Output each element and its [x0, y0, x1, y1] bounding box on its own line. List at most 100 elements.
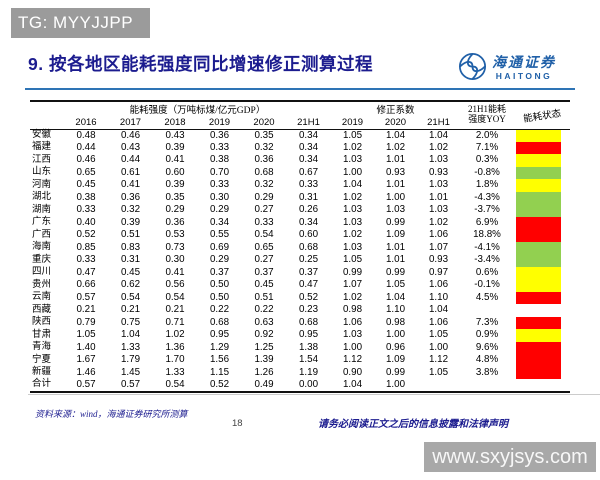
value-cell: 0.98: [385, 316, 406, 328]
value-cell: 0.38: [209, 154, 230, 166]
value-cell: 0.52: [209, 378, 230, 390]
value-cell: 0.21: [120, 304, 141, 316]
region-label: 甘肃: [32, 329, 52, 340]
yoy-cell: 0.9%: [475, 329, 499, 341]
value-cell: 0.48: [76, 129, 96, 141]
value-cell: 0.68: [298, 316, 319, 328]
disclaimer-text: 请务必阅读正文之后的信息披露和法律声明: [318, 419, 508, 430]
value-cell: 1.00: [342, 166, 363, 178]
haitong-logo-icon: [458, 52, 487, 81]
value-cell: 0.66: [76, 279, 96, 291]
status-swatch-yellow: [516, 266, 561, 279]
status-cell: [514, 266, 570, 279]
value-cell: 1.67: [76, 354, 96, 366]
region-label: 西藏: [32, 304, 52, 315]
value-cell: 0.36: [120, 191, 141, 203]
value-cell: 0.37: [254, 266, 274, 278]
region-label: 海南: [32, 242, 52, 252]
status-cell: [514, 179, 570, 192]
value-cell: 0.57: [120, 378, 141, 390]
value-cell: 0.99: [342, 266, 363, 278]
value-cell: 0.70: [209, 166, 230, 178]
energy-intensity-table: 能耗强度（万吨标煤/亿元GDP） 修正系数 21H1能耗 强度YOY 能耗状态 …: [30, 100, 570, 393]
value-cell: 1.29: [209, 341, 230, 353]
table-row: 四川 0.47 0.45 0.41 0.37 0.37 0.37 0.99 0.99 0.97 0.…: [30, 266, 570, 279]
value-cell: 1.09: [385, 229, 406, 241]
value-cell: 1.54: [298, 354, 319, 366]
value-cell: 1.02: [342, 229, 363, 241]
value-cell: 1.25: [254, 341, 274, 353]
table-year-header-row: 2016 2017 2018 2019 2020 21H1 2019 2020 …: [30, 116, 570, 130]
region-label: 湖南: [32, 204, 52, 215]
value-cell: 0.29: [254, 191, 274, 203]
value-cell: 0.37: [298, 266, 319, 278]
status-swatch-green: [516, 191, 561, 204]
status-swatch-yellow: [516, 279, 561, 292]
yoy-cell: 0.3%: [475, 154, 499, 166]
value-cell: 0.31: [298, 191, 319, 203]
region-label: 湖北: [32, 192, 52, 202]
table-row: 陕西 0.79 0.75 0.71 0.68 0.63 0.68 1.06 0.98 1.06 7.…: [30, 316, 570, 329]
yoy-cell: 6.9%: [475, 216, 499, 228]
haitong-logo: 海通证券 HAITONG: [458, 52, 556, 81]
status-cell: [514, 241, 570, 254]
value-cell: 1.01: [385, 254, 406, 266]
value-cell: 0.51: [254, 291, 274, 303]
value-cell: 0.25: [298, 254, 319, 266]
value-cell: 0.21: [76, 304, 96, 316]
yoy-cell: -4.1%: [474, 241, 500, 253]
value-cell: 1.03: [342, 154, 363, 166]
value-cell: 1.06: [428, 316, 449, 328]
value-cell: 0.34: [298, 129, 319, 141]
value-cell: 1.04: [342, 179, 363, 191]
region-label: 云南: [32, 292, 52, 302]
value-cell: 0.45: [76, 179, 96, 191]
region-label: 陕西: [32, 317, 52, 327]
year-header: 2020: [374, 116, 417, 130]
value-cell: 0.33: [209, 179, 230, 191]
yoy-cell: -0.1%: [474, 279, 500, 291]
table-row: 福建 0.44 0.43 0.39 0.33 0.32 0.34 1.02 1.02 1.02 7.…: [30, 141, 570, 154]
value-cell: 1.26: [254, 366, 274, 378]
yoy-cell: [460, 379, 514, 392]
value-cell: 1.00: [385, 191, 406, 203]
value-cell: 0.32: [120, 204, 141, 216]
yoy-cell: 0.6%: [475, 266, 499, 278]
value-cell: 0.27: [254, 204, 274, 216]
col-group-energy-intensity: 能耗强度（万吨标煤/亿元GDP）: [129, 106, 266, 116]
value-cell: 0.93: [428, 166, 449, 178]
value-cell: 1.00: [428, 341, 449, 353]
value-cell: 1.04: [385, 291, 406, 303]
value-cell: 0.00: [298, 378, 319, 390]
status-swatch-yellow: [516, 329, 561, 342]
value-cell: 1.06: [342, 316, 363, 328]
status-cell: [514, 204, 570, 217]
value-cell: 0.40: [76, 216, 96, 228]
value-cell: 0.71: [165, 316, 185, 328]
value-cell: 0.32: [254, 141, 274, 153]
value-cell: 0.29: [209, 254, 230, 266]
value-cell: 0.36: [165, 216, 185, 228]
title-divider: [25, 88, 575, 90]
status-swatch-red: [516, 316, 561, 329]
year-header: 2017: [108, 116, 153, 130]
value-cell: 0.30: [165, 254, 185, 266]
value-cell: 1.02: [428, 141, 449, 153]
value-cell: 0.63: [254, 316, 274, 328]
table-row: 合计 0.57 0.57 0.54 0.52 0.49 0.00 1.04 1.00: [30, 379, 570, 392]
value-cell: 1.10: [428, 291, 449, 303]
region-label: 合计: [32, 379, 52, 389]
status-cell: [514, 316, 570, 329]
status-swatch-yellow: [516, 154, 561, 167]
value-cell: 0.44: [76, 141, 96, 153]
value-cell: 0.34: [298, 216, 319, 228]
value-cell: 0.33: [76, 204, 96, 216]
value-cell: 1.03: [428, 179, 449, 191]
value-cell: 1.06: [428, 279, 449, 291]
value-cell: 0.50: [209, 291, 230, 303]
value-cell: 0.83: [120, 241, 141, 253]
value-cell: 0.33: [209, 141, 230, 153]
value-cell: 1.04: [428, 304, 449, 316]
yoy-cell: -0.8%: [474, 166, 500, 178]
value-cell: 0.34: [298, 154, 319, 166]
